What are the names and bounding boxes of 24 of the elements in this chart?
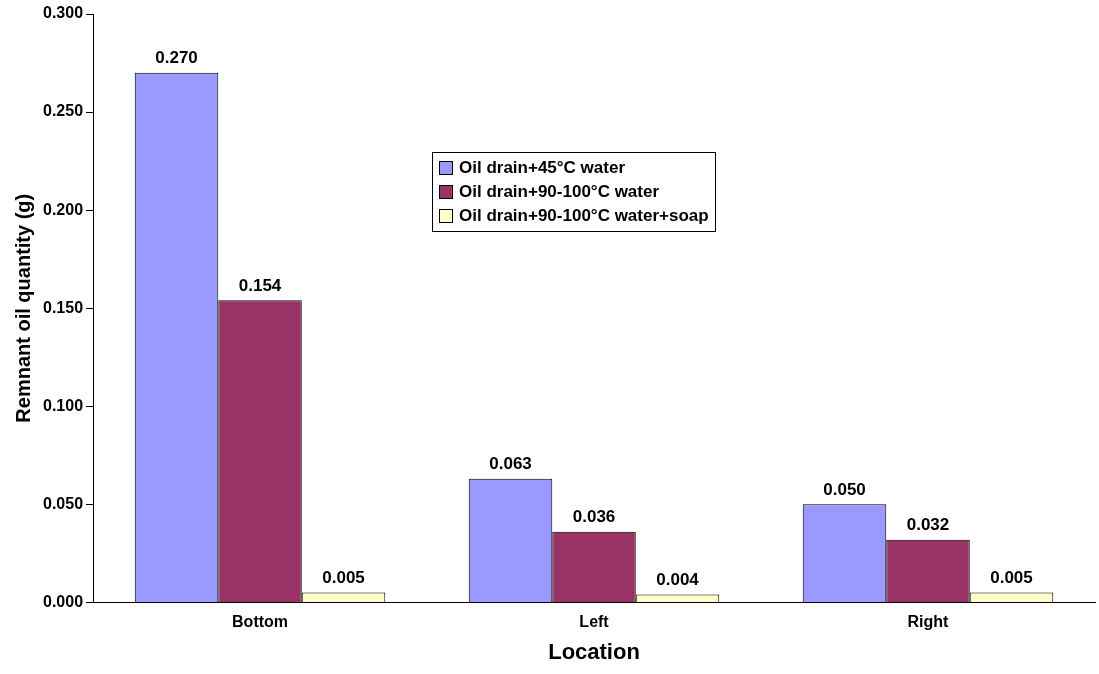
data-label: 0.004 bbox=[656, 569, 700, 589]
data-label: 0.032 bbox=[906, 514, 950, 534]
y-tick-label: 0.200 bbox=[42, 200, 84, 218]
y-tick-label: 0.300 bbox=[42, 4, 84, 22]
y-tick-label: 0.250 bbox=[42, 102, 84, 120]
data-label: 0.063 bbox=[489, 454, 532, 474]
legend-label: Oil drain+90-100°C water bbox=[459, 182, 660, 202]
data-label: 0.270 bbox=[155, 48, 198, 68]
y-tick-label: 0.150 bbox=[42, 298, 84, 316]
y-tick-label: 0.100 bbox=[42, 396, 84, 414]
x-tick-label: Right bbox=[907, 613, 950, 631]
y-tick-label: 0.050 bbox=[42, 494, 84, 512]
data-label: 0.154 bbox=[238, 275, 282, 295]
x-tick-label: Left bbox=[579, 613, 610, 631]
legend-label: Oil drain+90-100°C water+soap bbox=[459, 206, 709, 226]
data-label: 0.036 bbox=[572, 506, 616, 526]
data-label: 0.005 bbox=[322, 567, 365, 587]
data-label: 0.050 bbox=[823, 479, 866, 499]
y-tick-label: 0.000 bbox=[42, 592, 84, 610]
x-axis-title: Location bbox=[548, 638, 640, 664]
data-label: 0.005 bbox=[990, 567, 1033, 587]
x-tick-label: Bottom bbox=[232, 613, 289, 631]
legend-label: Oil drain+45°C water bbox=[459, 158, 626, 178]
y-axis-title: Remnant oil quantity (g) bbox=[11, 193, 34, 423]
